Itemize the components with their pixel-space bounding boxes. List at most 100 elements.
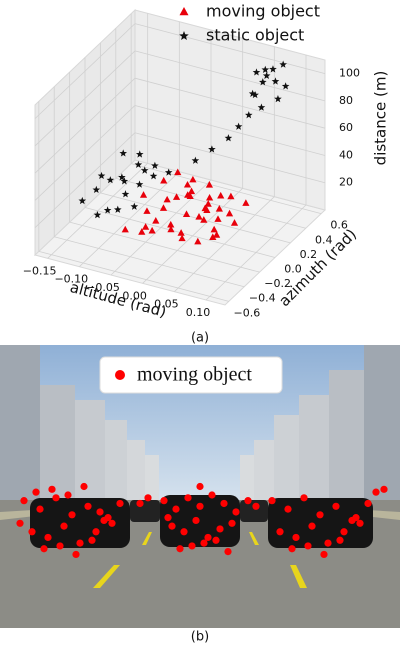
point	[138, 228, 146, 235]
building	[40, 385, 75, 505]
point	[220, 499, 228, 508]
point	[304, 542, 312, 550]
point	[93, 211, 102, 219]
point	[214, 215, 222, 222]
point	[200, 216, 208, 223]
point	[192, 516, 200, 525]
point	[262, 71, 271, 80]
point	[92, 528, 100, 536]
grid-line	[134, 50, 326, 102]
legend-marker	[179, 7, 189, 16]
street-scene: moving object	[0, 345, 400, 628]
point	[268, 497, 276, 505]
y-tick-label: 0.4	[315, 233, 333, 246]
point	[292, 533, 300, 542]
point	[217, 191, 225, 199]
point	[20, 497, 28, 505]
building	[145, 455, 159, 505]
point	[96, 508, 104, 516]
lane-mark	[249, 532, 259, 545]
grid-line	[134, 105, 326, 156]
point	[144, 494, 152, 502]
point	[212, 536, 220, 544]
point	[204, 533, 212, 542]
point	[352, 514, 360, 522]
point	[60, 522, 68, 530]
building	[75, 400, 105, 505]
point	[136, 499, 144, 508]
grid-line	[134, 77, 326, 129]
point	[184, 494, 192, 502]
car	[130, 500, 160, 522]
legend-label: static object	[206, 26, 304, 45]
point	[244, 111, 253, 119]
point	[372, 488, 380, 496]
point	[205, 193, 214, 201]
point	[224, 134, 233, 142]
caption: (b)	[191, 630, 209, 645]
z-tick-label: 60	[339, 121, 353, 134]
grid-line	[134, 23, 326, 75]
point	[195, 213, 203, 220]
point	[177, 229, 185, 236]
point	[320, 550, 328, 559]
panel-b-points	[16, 482, 388, 559]
point	[113, 205, 122, 213]
x-tick-label: −0.05	[86, 281, 120, 294]
point	[135, 180, 144, 188]
grid-line	[115, 177, 306, 229]
point	[332, 502, 340, 510]
point	[118, 173, 126, 181]
point	[148, 226, 156, 234]
point	[152, 217, 160, 224]
lane-mark	[290, 565, 307, 588]
point	[336, 536, 344, 544]
point	[251, 90, 259, 99]
x-tick-label: −0.15	[23, 264, 57, 277]
x-tick-label: 0.10	[186, 306, 211, 319]
car	[160, 495, 240, 547]
point	[364, 499, 372, 508]
point	[316, 511, 324, 519]
z-tick-label: 80	[339, 94, 353, 107]
y-tick-label: −0.6	[233, 306, 260, 319]
point	[276, 528, 284, 536]
point	[201, 204, 209, 212]
point	[279, 60, 287, 68]
legend-label: moving object	[137, 364, 252, 386]
point	[178, 234, 186, 242]
point	[72, 550, 80, 559]
legend-marker	[115, 370, 125, 380]
point	[44, 533, 52, 542]
x-tick-label: 0.05	[154, 298, 179, 311]
wall-pane	[134, 9, 326, 211]
point	[140, 166, 149, 174]
point	[64, 491, 72, 499]
point	[139, 191, 148, 198]
x-tick-label: −0.10	[54, 273, 88, 286]
point	[168, 522, 176, 530]
lane-mark	[93, 565, 120, 588]
caption: (a)	[191, 331, 209, 346]
grid-line	[69, 221, 260, 273]
point	[274, 95, 282, 103]
point	[380, 485, 388, 493]
point	[116, 499, 124, 508]
y-tick-label: −0.4	[249, 292, 276, 305]
point	[288, 545, 296, 553]
point	[92, 185, 101, 194]
point	[252, 68, 261, 76]
point	[187, 187, 196, 195]
point	[119, 149, 128, 157]
z-tick-label: 20	[339, 176, 353, 189]
point	[191, 156, 200, 164]
point	[68, 511, 76, 519]
legend-box	[99, 356, 283, 394]
point	[210, 225, 218, 233]
point	[232, 508, 240, 516]
y-tick-label: 0.6	[330, 219, 348, 232]
point	[227, 192, 235, 200]
point	[142, 223, 150, 230]
point	[204, 200, 212, 207]
